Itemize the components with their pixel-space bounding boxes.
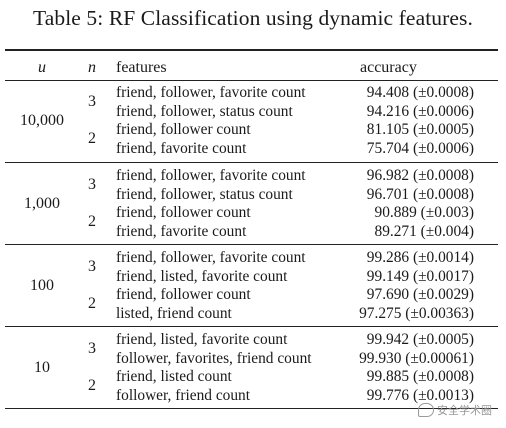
table-row-features: follower, friend count	[116, 386, 251, 404]
table-row-accuracy: 81.105 (±0.0005)	[366, 121, 474, 138]
header-accuracy: accuracy	[360, 59, 417, 76]
table-row-features: friend, follower, status count	[116, 102, 293, 120]
group-n-value: 2	[88, 213, 96, 231]
table-row-accuracy: 97.690 (±0.0029)	[366, 286, 474, 303]
table-row-accuracy: 99.930 (±0.00061)	[359, 349, 474, 367]
top-rule	[5, 49, 498, 51]
watermark: 安全学术圈	[418, 402, 492, 418]
group-u-value: 1,000	[24, 194, 60, 212]
table-row-features: friend, follower, favorite count	[116, 249, 306, 266]
table-row-features: friend, listed, favorite count	[116, 267, 288, 285]
table-row-accuracy: 97.275 (±0.00363)	[359, 304, 474, 322]
table-caption: Table 5: RF Classification using dynamic…	[33, 6, 473, 30]
group-u-value: 100	[30, 276, 54, 294]
table-row-features: friend, follower, favorite count	[116, 84, 306, 101]
table-row-accuracy: 96.982 (±0.0008)	[366, 167, 474, 184]
table-row-features: friend, listed, favorite count	[116, 331, 288, 348]
table-row-features: friend, follower, favorite count	[116, 167, 306, 184]
table-row-accuracy: 99.942 (±0.0005)	[366, 331, 474, 348]
table-row-accuracy: 89.271 (±0.004)	[374, 222, 475, 240]
watermark-text: 安全学术圈	[437, 404, 492, 417]
table-row-features: friend, follower count	[116, 286, 251, 303]
table-row-accuracy: 90.889 (±0.003)	[374, 204, 475, 221]
chat-bubble-icon	[418, 403, 434, 417]
table-row-accuracy: 94.216 (±0.0006)	[366, 102, 474, 120]
table-row-features: friend, follower, status count	[116, 185, 293, 203]
header-u: u	[38, 59, 46, 76]
group-n-value: 2	[88, 377, 96, 395]
table-row-accuracy: 96.701 (±0.0008)	[366, 185, 474, 203]
group-separator-rule	[5, 244, 498, 245]
table-row-accuracy: 75.704 (±0.0006)	[366, 139, 474, 157]
table-row-features: friend, follower count	[116, 121, 251, 138]
group-n-value: 3	[88, 258, 96, 276]
table-row-accuracy: 99.885 (±0.0008)	[366, 368, 474, 385]
header-n: n	[88, 59, 96, 76]
header-features: features	[116, 59, 167, 76]
group-separator-rule	[5, 162, 498, 163]
table-row-features: listed, friend count	[116, 304, 232, 322]
group-n-value: 2	[88, 130, 96, 148]
group-u-value: 10	[34, 358, 50, 376]
table-row-accuracy: 94.408 (±0.0008)	[366, 84, 474, 101]
group-u-value: 10,000	[20, 111, 64, 129]
group-n-value: 2	[88, 295, 96, 313]
header-rule	[5, 80, 498, 81]
table-row-features: friend, follower count	[116, 204, 251, 221]
bottom-rule	[5, 408, 498, 409]
table-row-features: follower, favorites, friend count	[116, 349, 312, 367]
group-n-value: 3	[88, 93, 96, 111]
group-n-value: 3	[88, 340, 96, 358]
group-n-value: 3	[88, 176, 96, 194]
table-row-accuracy: 99.149 (±0.0017)	[366, 267, 474, 285]
table-row-features: friend, listed count	[116, 368, 232, 385]
group-separator-rule	[5, 326, 498, 327]
table-row-features: friend, favorite count	[116, 139, 247, 157]
table-row-accuracy: 99.776 (±0.0013)	[366, 386, 474, 404]
table-row-accuracy: 99.286 (±0.0014)	[366, 249, 474, 266]
table-row-features: friend, favorite count	[116, 222, 247, 240]
